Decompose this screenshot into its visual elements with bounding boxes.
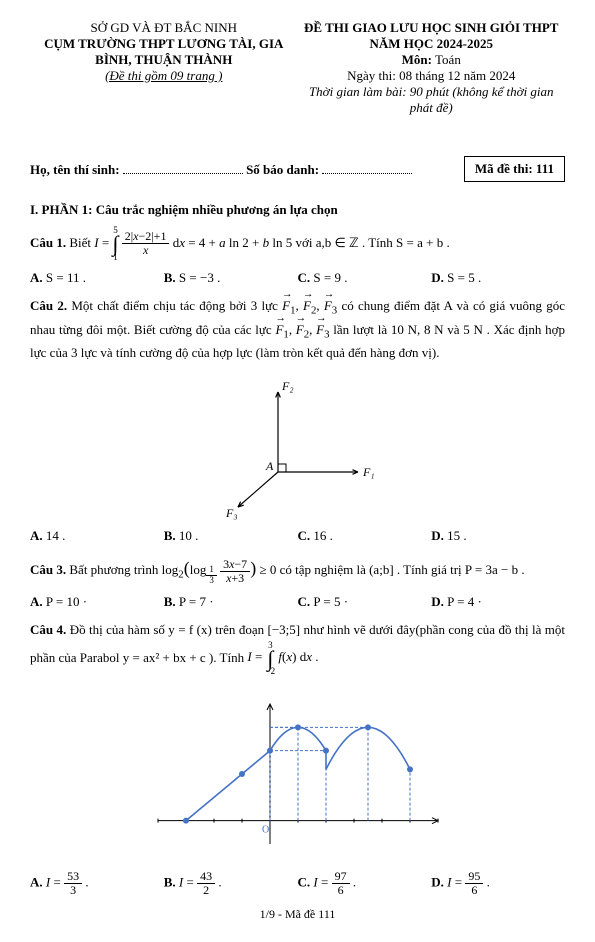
question-1: Câu 1. Biết I = 5∫1 2|x−2|+1x dx = 4 + a… xyxy=(30,226,565,262)
q3-opt-a: A. P = 10 · xyxy=(30,594,164,610)
q4-opt-b: B. I = 432 . xyxy=(164,870,298,897)
q3-opt-d: D. P = 4 · xyxy=(431,594,565,610)
q2-t1: Một chất điểm chịu tác động bởi 3 lực xyxy=(71,298,282,313)
subject-line: Môn: Toán xyxy=(298,52,566,68)
q2-forces2: F1, F2, F3 xyxy=(275,322,329,337)
q3-opt-b: B. P = 7 · xyxy=(164,594,298,610)
header-right: ĐỀ THI GIAO LƯU HỌC SINH GIỎI THPT NĂM H… xyxy=(298,20,566,116)
dept: SỞ GD VÀ ĐT BẮC NINH xyxy=(30,20,298,36)
pages-note: (Đề thi gồm 09 trang ) xyxy=(30,68,298,84)
q2-forces1: F1, F2, F3 xyxy=(282,298,337,313)
q1-expr: I = 5∫1 2|x−2|+1x dx = 4 + a ln 2 + b ln… xyxy=(94,235,295,250)
force-diagram: F₁ F₂ F₃ A xyxy=(198,372,398,522)
q1-opt-c: C. S = 9 . xyxy=(298,270,432,286)
question-2: Câu 2. Một chất điểm chịu tác động bởi 3… xyxy=(30,296,565,365)
q4-label: Câu 4. xyxy=(30,622,66,637)
svg-text:O: O xyxy=(262,825,269,836)
section-1-title: I. PHẦN 1: Câu trắc nghiệm nhiều phương … xyxy=(30,202,565,218)
schools: CỤM TRƯỜNG THPT LƯƠNG TÀI, GIA BÌNH, THU… xyxy=(30,36,298,68)
exam-title: ĐỀ THI GIAO LƯU HỌC SINH GIỎI THPT xyxy=(298,20,566,36)
exam-year: NĂM HỌC 2024-2025 xyxy=(298,36,566,52)
q3-options: A. P = 10 · B. P = 7 · C. P = 5 · D. P =… xyxy=(30,594,565,610)
q3-expr: log2(log13 3x−7x+3) ≥ 0 xyxy=(162,562,280,577)
q2-options: A. 14 . B. 10 . C. 16 . D. 15 . xyxy=(30,528,565,544)
q2-label: Câu 2. xyxy=(30,298,67,313)
info-row: Họ, tên thí sinh: Số báo danh: Mã đề thi… xyxy=(30,156,565,182)
q4-opt-a: A. I = 533 . xyxy=(30,870,164,897)
q2-opt-c: C. 16 . xyxy=(298,528,432,544)
id-field xyxy=(322,160,412,174)
question-3: Câu 3. Bất phương trình log2(log13 3x−7x… xyxy=(30,554,565,586)
code-value: 111 xyxy=(536,161,554,176)
q2-figure: F₁ F₂ F₃ A xyxy=(30,372,565,522)
q4-expr: I = 3∫−2 f(x) dx . xyxy=(247,649,318,664)
name-label: Họ, tên thí sinh: xyxy=(30,162,120,177)
subject: Toán xyxy=(435,52,461,67)
exam-date: Ngày thi: 08 tháng 12 năm 2024 xyxy=(298,68,566,84)
page-footer: 1/9 - Mã đề 111 xyxy=(30,907,565,922)
svg-text:F₃: F₃ xyxy=(225,506,238,520)
q2-opt-d: D. 15 . xyxy=(431,528,565,544)
q2-opt-a: A. 14 . xyxy=(30,528,164,544)
exam-code-box: Mã đề thi: 111 xyxy=(464,156,565,182)
id-label: Số báo danh: xyxy=(246,162,319,177)
question-4: Câu 4. Đồ thị của hàm số y = f (x) trên … xyxy=(30,620,565,676)
q4-opt-c: C. I = 976 . xyxy=(298,870,432,897)
svg-text:F₂: F₂ xyxy=(281,379,294,393)
q1-opt-a: A. S = 11 . xyxy=(30,270,164,286)
q4-options: A. I = 533 . B. I = 432 . C. I = 976 . D… xyxy=(30,870,565,897)
exam-header: SỞ GD VÀ ĐT BẮC NINH CỤM TRƯỜNG THPT LƯƠ… xyxy=(30,20,565,116)
function-graph: O xyxy=(138,684,458,864)
q4-opt-d: D. I = 956 . xyxy=(431,870,565,897)
exam-duration: Thời gian làm bài: 90 phút (không kể thờ… xyxy=(298,84,566,116)
svg-text:A: A xyxy=(265,459,274,473)
code-label: Mã đề thi: xyxy=(475,161,533,176)
q3-opt-c: C. P = 5 · xyxy=(298,594,432,610)
candidate-info: Họ, tên thí sinh: Số báo danh: xyxy=(30,160,464,178)
subject-label: Môn: xyxy=(402,52,432,67)
q1-mid: với a,b ∈ ℤ . Tính S = a + b . xyxy=(295,235,449,250)
q3-post: có tập nghiệm là (a;b] . Tính giá trị P … xyxy=(280,562,525,577)
q2-opt-b: B. 10 . xyxy=(164,528,298,544)
q4-figure: O xyxy=(30,684,565,864)
q1-label: Câu 1. xyxy=(30,235,66,250)
q3-pre: Bất phương trình xyxy=(69,562,161,577)
header-left: SỞ GD VÀ ĐT BẮC NINH CỤM TRƯỜNG THPT LƯƠ… xyxy=(30,20,298,116)
q1-pre: Biết xyxy=(69,235,94,250)
q3-label: Câu 3. xyxy=(30,562,66,577)
q1-options: A. S = 11 . B. S = −3 . C. S = 9 . D. S … xyxy=(30,270,565,286)
name-field xyxy=(123,160,243,174)
q1-opt-d: D. S = 5 . xyxy=(431,270,565,286)
q1-opt-b: B. S = −3 . xyxy=(164,270,298,286)
svg-text:F₁: F₁ xyxy=(362,465,375,479)
